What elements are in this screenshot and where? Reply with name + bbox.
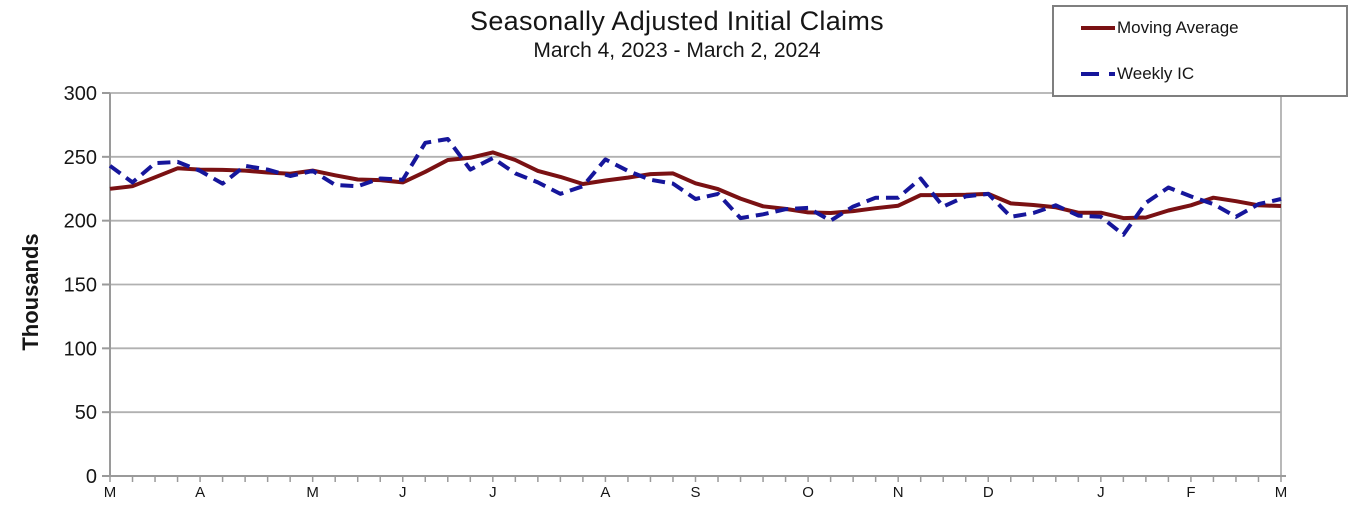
svg-text:D: D [983,484,994,501]
svg-text:250: 250 [64,147,97,169]
svg-text:100: 100 [64,338,97,360]
svg-text:300: 300 [64,83,97,105]
svg-text:J: J [399,484,407,501]
chart-title: Seasonally Adjusted Initial Claims [470,6,884,36]
svg-text:150: 150 [64,275,97,297]
chart-title-block: Seasonally Adjusted Initial Claims March… [0,6,1354,63]
svg-text:M: M [306,484,319,501]
weekly-ic-dashed-line-icon [1081,72,1115,76]
legend-box: Moving Average Weekly IC [1052,5,1348,97]
svg-text:S: S [690,484,700,501]
svg-text:M: M [1275,484,1288,501]
moving-average-line-icon [1081,26,1115,30]
svg-text:N: N [893,484,904,501]
svg-text:200: 200 [64,211,97,233]
svg-text:J: J [1097,484,1105,501]
svg-text:50: 50 [75,402,97,424]
legend-label-weekly-ic: Weekly IC [1117,64,1195,83]
svg-text:0: 0 [86,466,97,488]
svg-text:A: A [195,484,205,501]
legend-item-moving-average: Moving Average [1080,18,1346,38]
svg-text:M: M [104,484,117,501]
legend-item-weekly-ic: Weekly IC [1080,64,1346,84]
svg-text:F: F [1186,484,1195,501]
svg-text:J: J [489,484,497,501]
svg-text:A: A [600,484,610,501]
svg-text:O: O [802,484,814,501]
legend-label-moving-average: Moving Average [1117,18,1239,37]
chart-subtitle: March 4, 2023 - March 2, 2024 [533,39,821,63]
